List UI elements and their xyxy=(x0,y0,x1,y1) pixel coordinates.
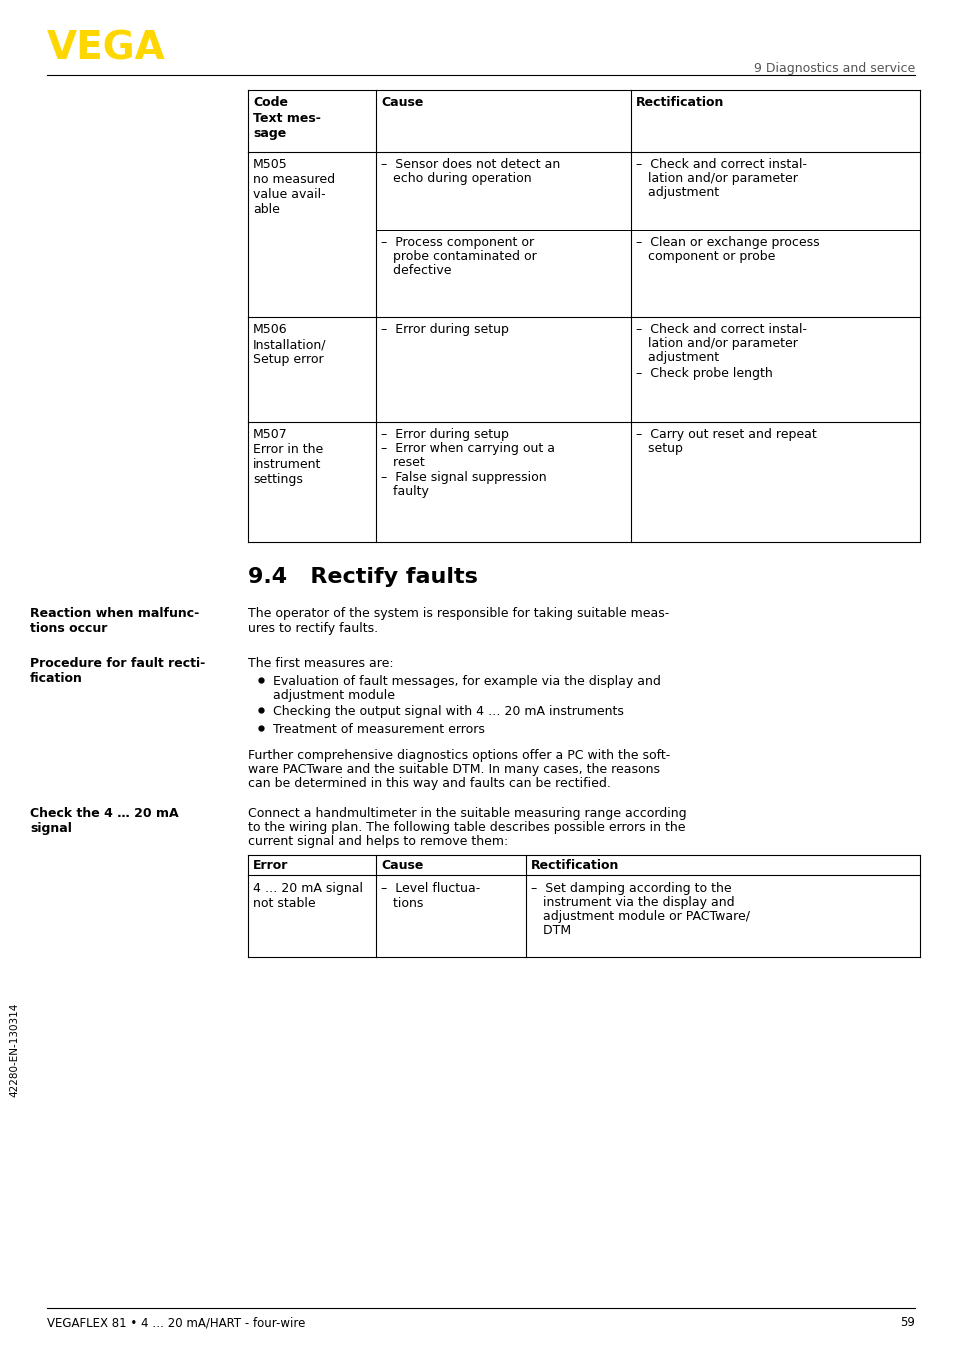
Text: –  Check and correct instal-: – Check and correct instal- xyxy=(636,324,806,336)
Text: 9 Diagnostics and service: 9 Diagnostics and service xyxy=(753,62,914,74)
Text: adjustment module: adjustment module xyxy=(273,689,395,701)
Text: echo during operation: echo during operation xyxy=(380,172,531,185)
Text: setup: setup xyxy=(636,441,682,455)
Text: instrument: instrument xyxy=(253,458,321,471)
Text: sage: sage xyxy=(253,127,286,139)
Text: component or probe: component or probe xyxy=(636,250,775,263)
Text: M505: M505 xyxy=(253,158,288,171)
Text: to the wiring plan. The following table describes possible errors in the: to the wiring plan. The following table … xyxy=(248,821,685,834)
Text: Error: Error xyxy=(253,858,288,872)
Text: lation and/or parameter: lation and/or parameter xyxy=(636,337,797,349)
Text: M506: M506 xyxy=(253,324,287,336)
Text: instrument via the display and: instrument via the display and xyxy=(531,896,734,909)
Text: –  Check probe length: – Check probe length xyxy=(636,367,772,380)
Text: defective: defective xyxy=(380,264,451,278)
Text: Error in the: Error in the xyxy=(253,443,323,456)
Text: signal: signal xyxy=(30,822,71,835)
Text: lation and/or parameter: lation and/or parameter xyxy=(636,172,797,185)
Text: adjustment module or PACTware/: adjustment module or PACTware/ xyxy=(531,910,749,923)
Text: 42280-EN-130314: 42280-EN-130314 xyxy=(9,1003,19,1097)
Text: M507: M507 xyxy=(253,428,288,441)
Text: Installation/: Installation/ xyxy=(253,338,326,351)
Text: –  Sensor does not detect an: – Sensor does not detect an xyxy=(380,158,559,171)
Text: The first measures are:: The first measures are: xyxy=(248,657,394,670)
Text: current signal and helps to remove them:: current signal and helps to remove them: xyxy=(248,835,508,848)
Text: Further comprehensive diagnostics options offer a PC with the soft-: Further comprehensive diagnostics option… xyxy=(248,749,670,762)
Text: Text mes-: Text mes- xyxy=(253,112,320,125)
Text: Checking the output signal with 4 … 20 mA instruments: Checking the output signal with 4 … 20 m… xyxy=(273,705,623,718)
Text: Setup error: Setup error xyxy=(253,353,323,366)
Text: not stable: not stable xyxy=(253,896,315,910)
Text: adjustment: adjustment xyxy=(636,351,719,364)
Text: –  Set damping according to the: – Set damping according to the xyxy=(531,881,731,895)
Text: Connect a handmultimeter in the suitable measuring range according: Connect a handmultimeter in the suitable… xyxy=(248,807,686,821)
Text: –  Error during setup: – Error during setup xyxy=(380,428,508,441)
Text: Reaction when malfunc-: Reaction when malfunc- xyxy=(30,607,199,620)
Text: Rectification: Rectification xyxy=(636,96,723,110)
Text: –  Error when carrying out a: – Error when carrying out a xyxy=(380,441,555,455)
Text: settings: settings xyxy=(253,473,302,486)
Text: The operator of the system is responsible for taking suitable meas-: The operator of the system is responsibl… xyxy=(248,607,669,620)
Text: 9.4   Rectify faults: 9.4 Rectify faults xyxy=(248,567,477,588)
Text: –  Clean or exchange process: – Clean or exchange process xyxy=(636,236,819,249)
Text: Rectification: Rectification xyxy=(531,858,618,872)
Text: can be determined in this way and faults can be rectified.: can be determined in this way and faults… xyxy=(248,777,610,789)
Text: Cause: Cause xyxy=(380,858,423,872)
Text: Check the 4 … 20 mA: Check the 4 … 20 mA xyxy=(30,807,178,821)
Text: Cause: Cause xyxy=(380,96,423,110)
Text: fication: fication xyxy=(30,672,83,685)
Text: value avail-: value avail- xyxy=(253,188,325,200)
Text: 59: 59 xyxy=(900,1316,914,1330)
Text: no measured: no measured xyxy=(253,173,335,185)
Text: Evaluation of fault messages, for example via the display and: Evaluation of fault messages, for exampl… xyxy=(273,676,660,688)
Text: tions: tions xyxy=(380,896,423,910)
Text: able: able xyxy=(253,203,279,217)
Text: reset: reset xyxy=(380,456,424,468)
Text: tions occur: tions occur xyxy=(30,621,108,635)
Text: –  False signal suppression: – False signal suppression xyxy=(380,471,546,483)
Text: 4 … 20 mA signal: 4 … 20 mA signal xyxy=(253,881,363,895)
Text: probe contaminated or: probe contaminated or xyxy=(380,250,537,263)
Text: –  Error during setup: – Error during setup xyxy=(380,324,508,336)
Text: ures to rectify faults.: ures to rectify faults. xyxy=(248,621,377,635)
Text: –  Level fluctua-: – Level fluctua- xyxy=(380,881,479,895)
Text: –  Process component or: – Process component or xyxy=(380,236,534,249)
Text: Treatment of measurement errors: Treatment of measurement errors xyxy=(273,723,484,737)
Text: adjustment: adjustment xyxy=(636,185,719,199)
Text: ware PACTware and the suitable DTM. In many cases, the reasons: ware PACTware and the suitable DTM. In m… xyxy=(248,764,659,776)
Text: DTM: DTM xyxy=(531,923,571,937)
Text: –  Carry out reset and repeat: – Carry out reset and repeat xyxy=(636,428,816,441)
Text: VEGAFLEX 81 • 4 … 20 mA/HART - four-wire: VEGAFLEX 81 • 4 … 20 mA/HART - four-wire xyxy=(47,1316,305,1330)
Text: Procedure for fault recti-: Procedure for fault recti- xyxy=(30,657,205,670)
Text: VEGA: VEGA xyxy=(47,30,166,68)
Text: faulty: faulty xyxy=(380,485,429,498)
Text: Code: Code xyxy=(253,96,288,110)
Text: –  Check and correct instal-: – Check and correct instal- xyxy=(636,158,806,171)
